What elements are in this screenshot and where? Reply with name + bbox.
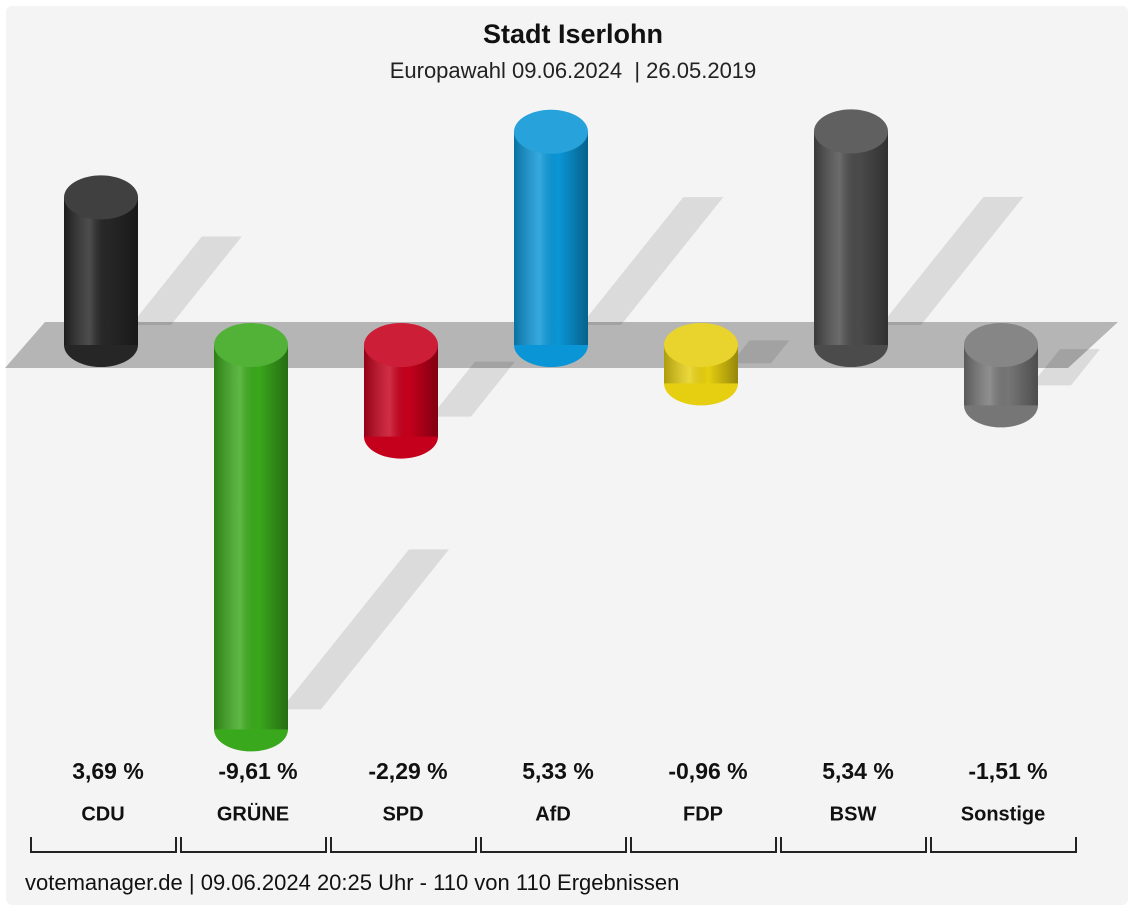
value-label: 3,69 % [72,758,144,784]
category-bracket [330,837,477,853]
bar-shading [214,345,288,730]
value-label: 5,34 % [822,758,894,784]
value-label: 5,33 % [522,758,594,784]
bar-shadow [281,549,449,710]
category-label: FDP [683,803,723,825]
bar-shadow [431,361,515,417]
bar-shadow [1031,349,1100,386]
value-label: -9,61 % [218,758,297,784]
bar-cap-top [64,175,138,220]
category-bracket [930,837,1077,853]
bar-shadow [131,236,242,325]
bar-shading [64,197,138,345]
bar-cap-top [664,323,738,367]
value-label: -1,51 % [968,758,1047,784]
bar-cap-top [514,109,588,154]
footer: votemanager.de | 09.06.2024 20:25 Uhr - … [25,870,679,895]
chart-title: Stadt Iserlohn [483,19,663,49]
category-bracket [30,837,177,853]
category-bracket [780,837,927,853]
bar-cap-highlight [664,323,738,367]
bar-cap-top [214,323,288,367]
category-label: CDU [81,803,124,825]
category-label: Sonstige [961,803,1045,825]
bar-cap-highlight [64,175,138,220]
bar-shadow [881,196,1024,325]
category-bracket [630,837,777,853]
category-bracket [180,837,327,853]
bar-cap-top [814,109,888,154]
bar-shading [514,131,588,345]
bar-cap-highlight [964,323,1038,367]
category-label: SPD [382,803,423,825]
bar-shadow [731,340,790,364]
value-label: -0,96 % [668,758,747,784]
bar-cap-highlight [214,323,288,367]
category-label: AfD [535,803,571,825]
bar-cap-highlight [364,323,438,367]
bar-shadow [581,197,724,325]
bar-cap-top [964,323,1038,367]
category-label: BSW [830,803,877,825]
category-bracket [480,837,627,853]
value-label: -2,29 % [368,758,447,784]
bar-cap-top [364,323,438,367]
chart-subtitle: Europawahl 09.06.2024 | 26.05.2019 [390,58,757,83]
bar-shading [814,131,888,345]
bar-cap-highlight [514,109,588,154]
category-label: GRÜNE [217,802,289,825]
bar-cap-highlight [814,109,888,154]
